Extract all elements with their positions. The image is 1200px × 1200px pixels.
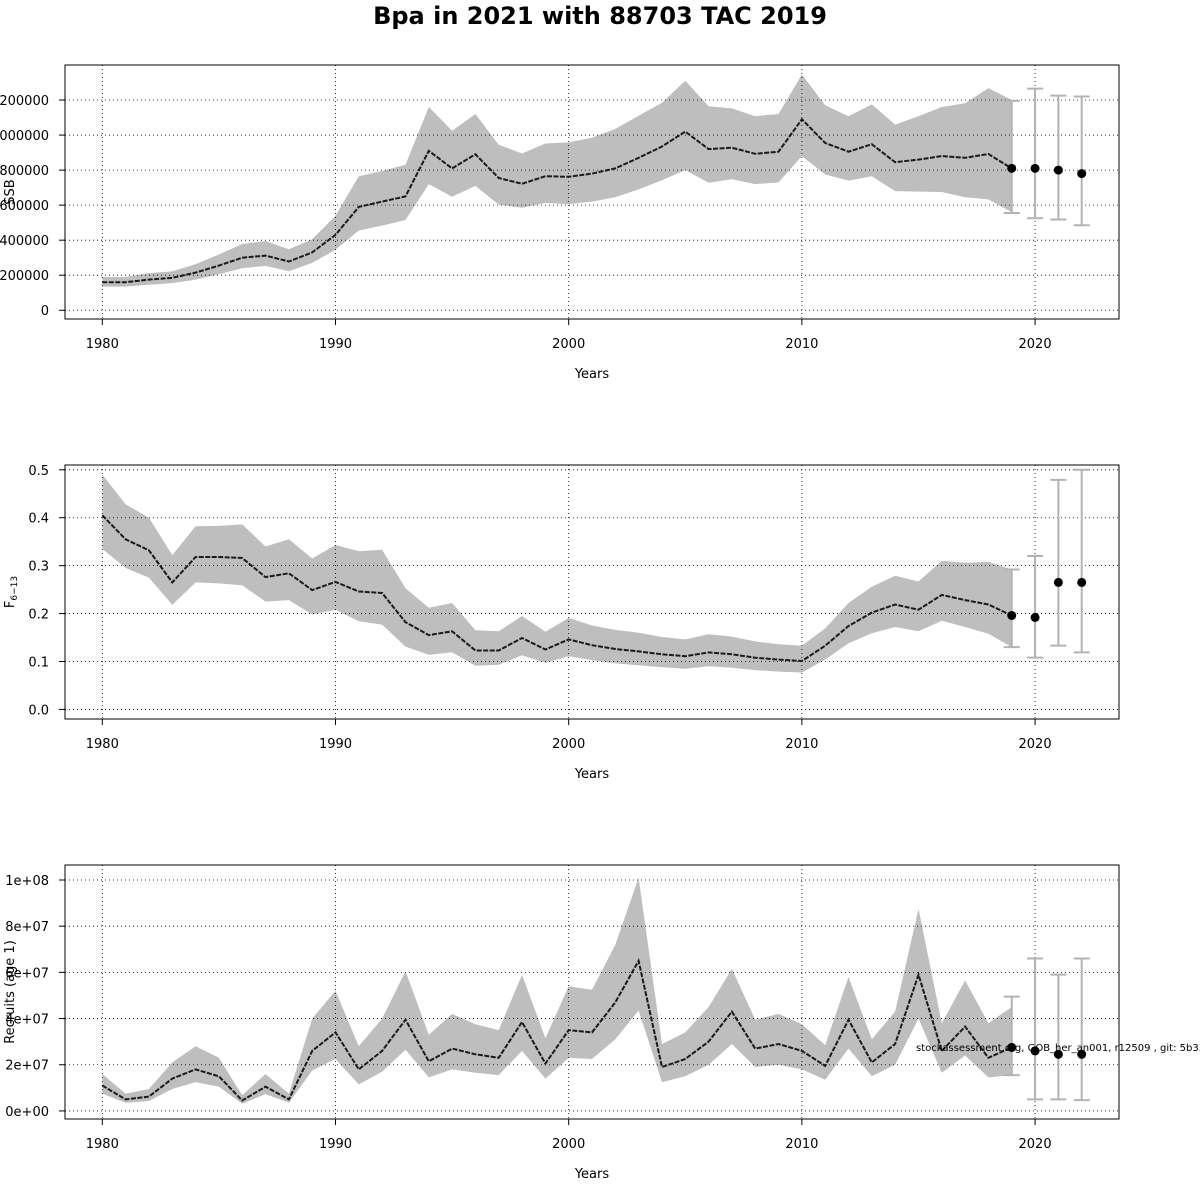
- f-xtick-label: 1980: [86, 737, 119, 752]
- ssb-forecast-point: [1030, 163, 1040, 173]
- ssb-xtick-label: 1980: [86, 337, 119, 352]
- f-ytick-label: 0.5: [28, 464, 49, 479]
- f-ytick-label: 0.0: [28, 703, 49, 718]
- recruits-forecast-point: [1007, 1042, 1017, 1052]
- recruits-estimate-line: [101, 958, 1013, 1102]
- recruits-xtick-label: 2000: [552, 1137, 585, 1152]
- recruits-forecast-point: [1077, 1049, 1087, 1059]
- f-ytick-label: 0.3: [28, 560, 49, 575]
- recruits-plot-frame: [64, 864, 1120, 1120]
- recruits-ytick-label: 1e+08: [5, 874, 49, 889]
- ssb-ytick-label: 800000: [0, 164, 49, 179]
- f-forecast-point: [1053, 577, 1063, 587]
- recruits-confidence-band: [102, 877, 1012, 1104]
- recruits-ytick-label: 6e+07: [5, 966, 49, 981]
- ssb-yaxis-label: SSB: [3, 179, 18, 204]
- recruitment-panel: 1980 1990 2000 2010 2020 0e+00 2e+07 4e+07 6e+07…: [3, 864, 1120, 1182]
- f-ytick-label: 0.4: [28, 512, 49, 527]
- recruits-xtick-label: 2020: [1019, 1137, 1052, 1152]
- recruits-xtick-label: 1990: [319, 1137, 352, 1152]
- footnote-text: stockassessment.org, GOB_her_an001, r125…: [916, 1043, 1200, 1054]
- recruits-ytick-label: 8e+07: [5, 920, 49, 935]
- f-ytick-label: 0.1: [28, 655, 49, 670]
- f-forecast-point: [1007, 610, 1017, 620]
- ssb-ytick-label: 0: [41, 304, 49, 319]
- ssb-estimate-line: [102, 117, 1013, 284]
- ssb-xaxis-label: Years: [574, 367, 610, 382]
- ssb-ytick-label: 400000: [0, 234, 49, 249]
- ssb-forecast-point: [1053, 165, 1063, 175]
- f-forecast-point: [1077, 577, 1087, 587]
- f-xtick-label: 2010: [785, 737, 818, 752]
- ssb-xtick-label: 2020: [1019, 337, 1052, 352]
- fishing-mortality-panel: 1980 1990 2000 2010 2020 0.0 0.1 0.2 0.3 0.4 0.5 Ye…: [3, 464, 1120, 782]
- f-xtick-label: 2020: [1019, 737, 1052, 752]
- ssb-ytick-label: 600000: [0, 199, 49, 214]
- ssb-ytick-label: 200000: [0, 269, 49, 284]
- recruits-xtick-label: 1980: [86, 1137, 119, 1152]
- ssb-confidence-band: [102, 74, 1012, 287]
- f-xtick-label: 2000: [552, 737, 585, 752]
- f-xtick-label: 1990: [319, 737, 352, 752]
- chart-title: Bpa in 2021 with 88703 TAC 2019: [373, 2, 827, 30]
- f-yaxis-label-subscript: 6−13: [10, 576, 20, 601]
- f-yaxis-label: F6−13: [3, 576, 20, 608]
- f-forecast-point: [1030, 612, 1040, 622]
- ssb-xtick-label: 2010: [785, 337, 818, 352]
- recruits-xtick-label: 2010: [785, 1137, 818, 1152]
- ssb-panel: 1980 1990 2000 2010 2020 0 200000 400000 600000 8…: [0, 64, 1120, 382]
- ssb-plot-frame: [64, 64, 1120, 320]
- f-estimate-line: [101, 514, 1013, 663]
- f-xaxis-label: Years: [574, 767, 610, 782]
- ssb-ytick-label: 1000000: [0, 129, 49, 144]
- ssb-ytick-label: 1200000: [0, 94, 49, 109]
- f-confidence-band: [102, 474, 1012, 673]
- recruits-ytick-label: 4e+07: [5, 1013, 49, 1028]
- recruits-ytick-label: 2e+07: [5, 1059, 49, 1074]
- ssb-forecast-point: [1007, 163, 1017, 173]
- recruits-yaxis-label: Recruits (age 1): [3, 940, 18, 1044]
- f-plot-frame: [64, 464, 1120, 720]
- f-ytick-label: 0.2: [28, 608, 49, 623]
- recruits-xaxis-label: Years: [574, 1167, 610, 1182]
- ssb-forecast-point: [1077, 169, 1087, 179]
- recruits-forecast-point: [1053, 1049, 1063, 1059]
- ssb-xtick-label: 2000: [552, 337, 585, 352]
- recruits-forecast-point: [1030, 1046, 1040, 1056]
- ssb-xtick-label: 1990: [319, 337, 352, 352]
- recruits-ytick-label: 0e+00: [5, 1105, 49, 1120]
